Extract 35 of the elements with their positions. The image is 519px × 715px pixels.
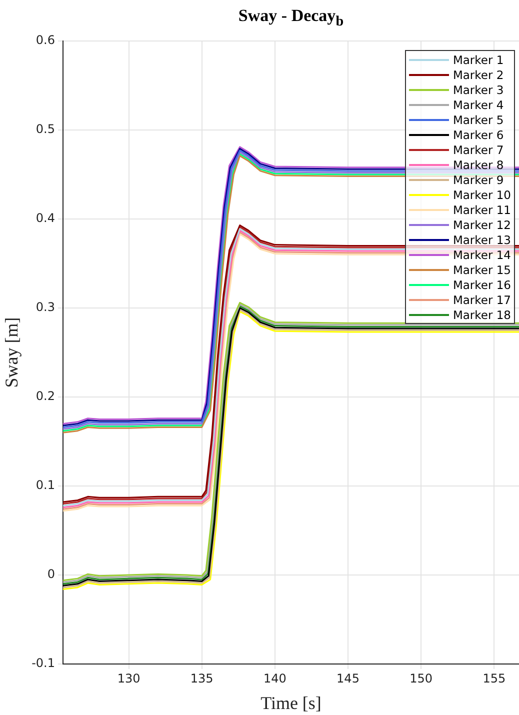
x-tick-label: 130 bbox=[117, 671, 140, 686]
legend-label: Marker 6 bbox=[452, 128, 504, 142]
x-tick-label: 155 bbox=[482, 671, 506, 686]
legend-label: Marker 14 bbox=[452, 248, 511, 262]
x-tick-label: 135 bbox=[190, 671, 214, 686]
y-tick-label: 0 bbox=[47, 567, 55, 582]
legend-label: Marker 13 bbox=[452, 232, 511, 246]
y-tick-label: 0.5 bbox=[36, 122, 55, 136]
x-tick-label: 145 bbox=[336, 671, 360, 686]
legend-label: Marker 16 bbox=[452, 278, 511, 292]
y-tick-label: -0.1 bbox=[32, 656, 55, 670]
chart-title: Sway - Decay$_{b}$ bbox=[237, 6, 345, 30]
y-tick-label: 0.1 bbox=[36, 478, 55, 492]
legend-label: Marker 18 bbox=[452, 308, 511, 322]
legend-label: Marker 7 bbox=[452, 142, 504, 156]
legend-label: Marker 12 bbox=[452, 218, 511, 232]
legend-label: Marker 9 bbox=[452, 172, 504, 186]
legend-label: Marker 5 bbox=[452, 112, 504, 126]
legend-label: Marker 11 bbox=[452, 202, 511, 216]
y-tick-label: 0.4 bbox=[36, 211, 55, 226]
legend-label: Marker 2 bbox=[452, 68, 504, 82]
y-tick-label: 0.2 bbox=[36, 389, 55, 404]
x-tick-label: 150 bbox=[410, 671, 433, 686]
legend-label: Marker 10 bbox=[452, 188, 511, 202]
y-axis-title: Sway [m] bbox=[2, 317, 22, 388]
legend-label: Marker 3 bbox=[452, 82, 504, 96]
x-axis-title: Time [s] bbox=[260, 692, 322, 713]
legend-label: Marker 17 bbox=[452, 292, 511, 306]
legend-label: Marker 4 bbox=[452, 98, 504, 112]
y-tick-label: 0.3 bbox=[36, 300, 55, 314]
y-tick-label: 0.6 bbox=[36, 33, 55, 48]
legend-label: Marker 15 bbox=[452, 262, 511, 276]
x-tick-label: 140 bbox=[263, 671, 286, 686]
legend-label: Marker 8 bbox=[452, 158, 504, 172]
legend-label: Marker 1 bbox=[452, 52, 504, 66]
